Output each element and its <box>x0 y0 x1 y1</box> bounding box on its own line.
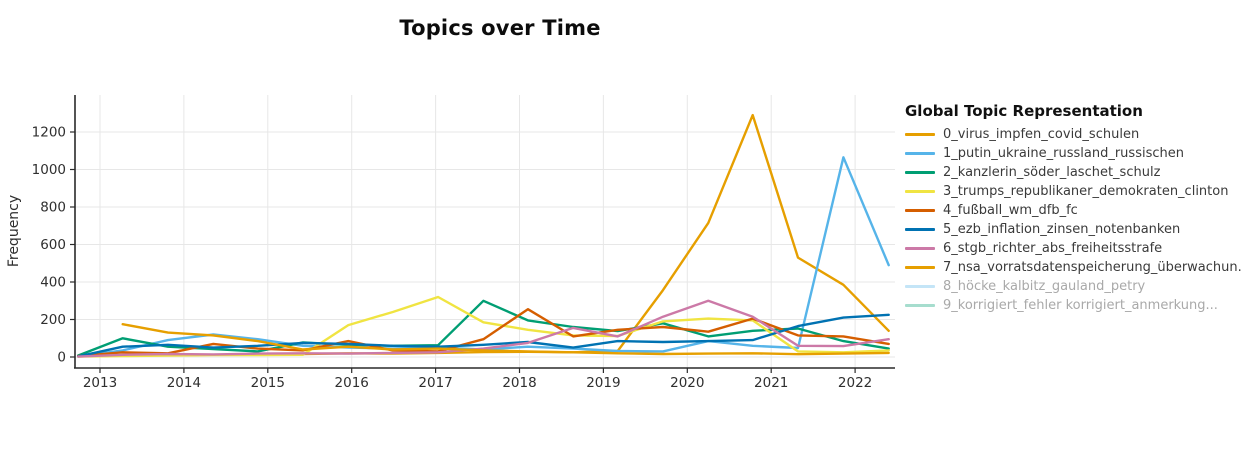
legend-item-label: 4_fußball_wm_dfb_fc <box>943 203 1078 218</box>
x-tick-label: 2022 <box>838 375 872 391</box>
legend-title: Global Topic Representation <box>905 102 1143 120</box>
x-tick-label: 2014 <box>167 375 201 391</box>
legend-line-swatch-icon <box>905 171 935 174</box>
x-tick-label: 2019 <box>586 375 620 391</box>
y-tick-label: 400 <box>40 275 66 291</box>
legend-line-swatch-icon <box>905 285 935 288</box>
legend-item-1[interactable]: 1_putin_ukraine_russland_russischen <box>905 144 1250 163</box>
legend-item-7[interactable]: 7_nsa_vorratsdatenspeicherung_überwachun… <box>905 258 1250 277</box>
x-tick-label: 2018 <box>502 375 536 391</box>
legend-item-label: 6_stgb_richter_abs_freiheitsstrafe <box>943 241 1163 256</box>
legend-item-label: 9_korrigiert_fehler korrigiert_anmerkung… <box>943 298 1218 313</box>
legend: Global Topic Representation 0_virus_impf… <box>905 102 1250 315</box>
legend-item-9[interactable]: 9_korrigiert_fehler korrigiert_anmerkung… <box>905 296 1250 315</box>
y-tick-label: 0 <box>57 350 66 366</box>
x-tick-label: 2016 <box>335 375 369 391</box>
legend-item-8[interactable]: 8_höcke_kalbitz_gauland_petry <box>905 277 1250 296</box>
x-tick-label: 2021 <box>754 375 788 391</box>
legend-item-3[interactable]: 3_trumps_republikaner_demokraten_clinton <box>905 182 1250 201</box>
x-tick-label: 2020 <box>670 375 704 391</box>
legend-item-label: 8_höcke_kalbitz_gauland_petry <box>943 279 1146 294</box>
legend-item-label: 7_nsa_vorratsdatenspeicherung_überwachun… <box>943 260 1242 275</box>
legend-item-5[interactable]: 5_ezb_inflation_zinsen_notenbanken <box>905 220 1250 239</box>
legend-line-swatch-icon <box>905 133 935 136</box>
legend-item-label: 2_kanzlerin_söder_laschet_schulz <box>943 165 1161 180</box>
y-tick-label: 600 <box>40 237 66 253</box>
legend-line-swatch-icon <box>905 152 935 155</box>
y-tick-label: 1000 <box>32 162 66 178</box>
series-line-7 <box>121 323 890 356</box>
legend-line-swatch-icon <box>905 304 935 307</box>
y-tick-label: 200 <box>40 312 66 328</box>
y-axis-title: Frequency <box>6 194 22 268</box>
x-tick-label: 2015 <box>251 375 285 391</box>
y-tick-label: 1200 <box>32 125 66 141</box>
series-line-0 <box>77 113 890 358</box>
series-line-5 <box>77 313 890 358</box>
legend-line-swatch-icon <box>905 228 935 231</box>
x-tick-label: 2013 <box>83 375 117 391</box>
legend-line-swatch-icon <box>905 190 935 193</box>
legend-item-4[interactable]: 4_fußball_wm_dfb_fc <box>905 201 1250 220</box>
legend-line-swatch-icon <box>905 247 935 250</box>
legend-item-label: 5_ezb_inflation_zinsen_notenbanken <box>943 222 1181 237</box>
series-line-4 <box>77 308 890 358</box>
legend-line-swatch-icon <box>905 266 935 269</box>
legend-item-label: 3_trumps_republikaner_demokraten_clinton <box>943 184 1229 199</box>
x-tick-label: 2017 <box>418 375 452 391</box>
legend-items: 0_virus_impfen_covid_schulen 1_putin_ukra… <box>905 125 1250 315</box>
chart-title: Topics over Time <box>399 16 601 40</box>
legend-item-2[interactable]: 2_kanzlerin_söder_laschet_schulz <box>905 163 1250 182</box>
legend-item-0[interactable]: 0_virus_impfen_covid_schulen <box>905 125 1250 144</box>
legend-item-label: 0_virus_impfen_covid_schulen <box>943 127 1140 142</box>
legend-line-swatch-icon <box>905 209 935 212</box>
y-tick-label: 800 <box>40 200 66 216</box>
series-line-6 <box>77 299 890 358</box>
series-line-2 <box>77 299 890 357</box>
legend-item-label: 1_putin_ukraine_russland_russischen <box>943 146 1184 161</box>
legend-item-6[interactable]: 6_stgb_richter_abs_freiheitsstrafe <box>905 239 1250 258</box>
